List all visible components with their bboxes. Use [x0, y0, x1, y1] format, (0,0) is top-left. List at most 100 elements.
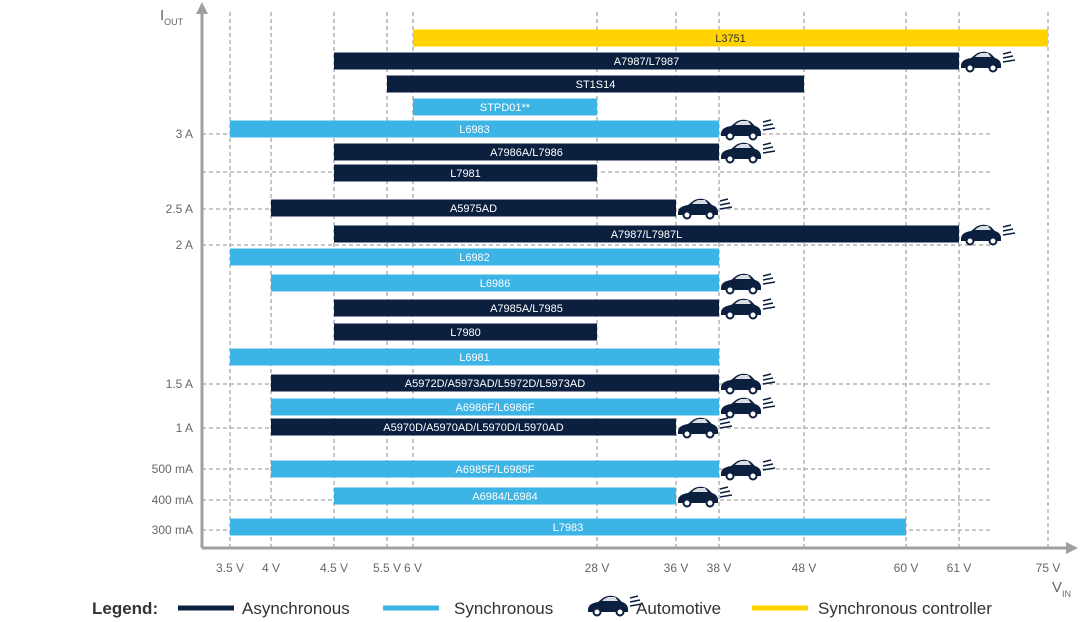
car-speed-line: [629, 603, 643, 607]
bar-label: A5970D/A5970AD/L5970D/L5970AD: [383, 422, 563, 434]
bar-label: A5975AD: [450, 203, 497, 215]
car-wheel: [748, 310, 758, 320]
x-tick-label: 6 V: [404, 561, 422, 575]
bar-a5970d-a5970ad-l5970d-l5970ad: [271, 418, 676, 436]
x-tick-label: 61 V: [947, 561, 972, 575]
car-speed-line: [762, 273, 772, 277]
car-wheel: [988, 63, 998, 73]
car-wheel: [705, 498, 715, 508]
bar-l7983: [230, 518, 906, 536]
car-speed-line: [762, 277, 774, 281]
automotive-car-icon: [678, 198, 733, 220]
bar-label: STPD01**: [480, 102, 531, 114]
bar-label: A6986F/L6986F: [456, 402, 535, 414]
car-speed-line: [719, 206, 733, 210]
bar-label: A7986A/L7986: [490, 147, 563, 159]
car-wheel: [725, 131, 735, 141]
bar-l7980: [334, 323, 597, 341]
car-speed-line: [762, 373, 772, 377]
car-speed-line: [719, 202, 731, 206]
car-speed-line: [762, 150, 776, 154]
bar-l6983: [230, 120, 719, 138]
automotive-markers: [678, 51, 1016, 508]
car-wheel: [725, 471, 735, 481]
y-tick-label: 300 mA: [152, 523, 193, 537]
legend-label: Synchronous controller: [818, 599, 992, 618]
car-speed-line: [719, 421, 731, 425]
bar-a5975ad: [271, 199, 676, 217]
car-wheel: [748, 385, 758, 395]
car-speed-line: [719, 417, 729, 421]
x-tick-label: 38 V: [707, 561, 732, 575]
car-speed-line: [762, 397, 772, 401]
bar-l6986: [271, 274, 719, 292]
legend-title: Legend:: [92, 599, 158, 618]
bar-label: L6983: [459, 124, 490, 136]
x-tick-label: 75 V: [1036, 561, 1061, 575]
y-axis-title: IOUT: [160, 7, 184, 27]
car-speed-line: [762, 119, 772, 123]
legend-label: Synchronous: [454, 599, 553, 618]
car-wheel: [725, 154, 735, 164]
x-tick-label: 5.5 V: [373, 561, 401, 575]
automotive-car-icon: [721, 119, 776, 141]
automotive-car-icon: [721, 298, 776, 320]
bar-label: L7981: [450, 168, 481, 180]
car-wheel: [748, 409, 758, 419]
car-window: [735, 461, 751, 465]
x-tick-label: 36 V: [664, 561, 689, 575]
x-tick-label: 28 V: [585, 561, 610, 575]
car-speed-line: [762, 142, 772, 146]
car-speed-line: [1002, 228, 1014, 232]
car-window: [692, 419, 708, 423]
bar-label: A6984/L6984: [472, 491, 537, 503]
bar-a7987-l7987l: [334, 225, 959, 243]
car-speed-line: [762, 281, 776, 285]
axes: [196, 2, 1078, 554]
legend-label: Asynchronous: [242, 599, 350, 618]
automotive-car-icon: [721, 273, 776, 295]
car-window: [735, 375, 751, 379]
car-wheel: [965, 236, 975, 246]
bar-label: A5972D/A5973AD/L5972D/L5973AD: [405, 378, 585, 390]
car-wheel: [592, 607, 602, 617]
car-speed-line: [762, 306, 776, 310]
x-axis-title: VIN: [1052, 579, 1071, 599]
bar-label: A7985A/L7985: [490, 303, 563, 315]
x-tick-label: 4.5 V: [320, 561, 348, 575]
car-speed-line: [762, 146, 774, 150]
bar-label: A7987/L7987L: [611, 229, 683, 241]
car-wheel: [705, 210, 715, 220]
x-axis-title-main: V: [1052, 579, 1062, 596]
car-wheel: [725, 285, 735, 295]
bar-a7985a-l7985: [334, 299, 719, 317]
bar-l3751: [413, 29, 1048, 47]
bar-label: A6985F/L6985F: [456, 464, 535, 476]
car-speed-line: [762, 459, 772, 463]
car-wheel: [725, 385, 735, 395]
y-tick-label: 2 A: [176, 238, 193, 252]
x-tick-label: 4 V: [262, 561, 280, 575]
car-wheel: [725, 310, 735, 320]
car-speed-line: [629, 599, 641, 603]
bar-label: A7987/L7987: [614, 56, 679, 68]
bar-a6986f-l6986f: [271, 398, 719, 416]
bar-a7987-l7987: [334, 52, 959, 70]
legend-label: Automotive: [636, 599, 721, 618]
bar-label: L6986: [480, 278, 511, 290]
y-tick-label: 500 mA: [152, 462, 193, 476]
bar-label: ST1S14: [576, 79, 616, 91]
car-speed-line: [762, 401, 774, 405]
product-bars: L3751 A7987/L7987 ST1S14 STPD01** L6983A7986…: [230, 29, 1048, 536]
y-tick-labels: 3 A 2.5 A 2 A 1.5 A 1 A 500 mA 400 mA 300 mA: [152, 127, 193, 537]
bar-label: L7980: [450, 327, 481, 339]
bar-a7986a-l7986: [334, 143, 719, 161]
automotive-car-icon: [961, 224, 1016, 246]
car-wheel: [748, 154, 758, 164]
car-window: [975, 53, 991, 57]
y-axis-arrow: [196, 2, 208, 14]
y-axis-title-sub: OUT: [164, 17, 184, 27]
automotive-car-icon: [721, 397, 776, 419]
